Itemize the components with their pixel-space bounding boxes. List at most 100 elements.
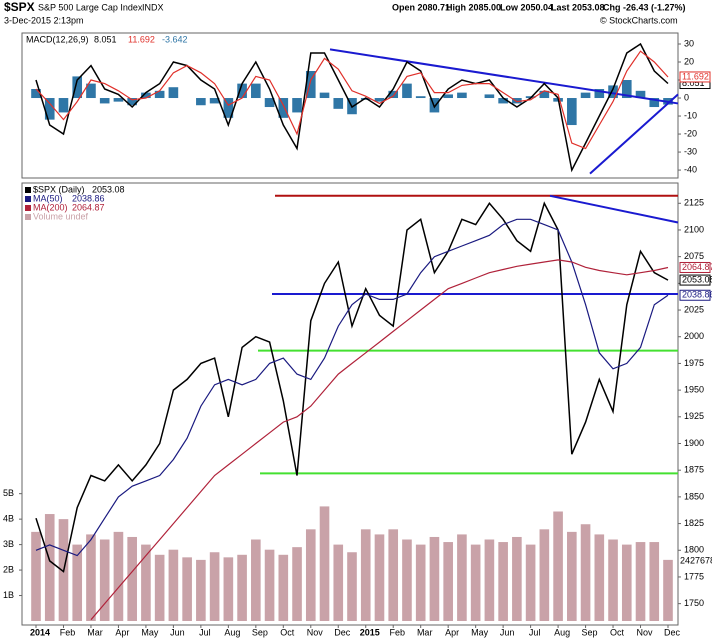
legend-swatch	[25, 214, 31, 220]
bar	[470, 544, 481, 621]
bar	[86, 534, 96, 621]
bar	[196, 559, 206, 621]
y-tick-label: -20	[684, 128, 697, 138]
legend-value: 2064.87	[72, 202, 105, 212]
x-tick-label: Jun	[170, 627, 185, 637]
last-value-label: 11.692	[682, 71, 709, 81]
bar	[360, 98, 371, 100]
date: 3-Dec-2015 2:13pm	[4, 15, 84, 25]
bar	[539, 90, 550, 99]
line-series	[35, 201, 669, 573]
bar	[141, 544, 151, 621]
exchange: INDX	[142, 2, 164, 12]
x-tick-label: 2015	[360, 627, 380, 637]
price-panel	[21, 182, 679, 626]
bar	[457, 534, 467, 621]
bar	[360, 529, 371, 621]
bar	[223, 557, 234, 621]
legend-value: 2053.08	[92, 184, 125, 194]
bar	[251, 539, 261, 621]
y2-tick-label: 2B	[3, 564, 14, 574]
bar	[415, 96, 426, 99]
x-tick-label: Dec	[664, 627, 681, 637]
bar	[443, 94, 453, 99]
bar	[580, 92, 591, 99]
macd-legend-value: 8.051	[94, 34, 117, 44]
bar	[608, 539, 618, 621]
macd-panel	[21, 32, 679, 179]
bar	[127, 98, 137, 106]
y-tick-label: 1800	[684, 545, 704, 555]
bar	[251, 83, 261, 99]
quote-field: Last 2053.08	[551, 2, 605, 12]
bar	[333, 544, 344, 621]
value-box	[679, 289, 711, 301]
y-tick-label: 1825	[684, 518, 704, 528]
bar	[196, 98, 206, 106]
y-tick-label: -10	[684, 110, 697, 120]
x-tick-label: Nov	[307, 627, 324, 637]
y-tick-label: 30	[684, 38, 694, 48]
x-tick-label: Aug	[554, 627, 570, 637]
volume-label: 2427678	[680, 555, 712, 565]
y-tick-label: 1850	[684, 491, 704, 501]
bar	[635, 542, 646, 621]
y-tick-label: 2125	[684, 198, 704, 208]
bar	[113, 98, 124, 102]
bar	[484, 539, 495, 621]
bar	[278, 98, 289, 118]
bar	[86, 83, 96, 99]
bar	[567, 531, 577, 621]
x-tick-label: Mar	[417, 627, 433, 637]
line-series	[35, 218, 669, 557]
x-tick-label: Oct	[280, 627, 295, 637]
bar	[347, 552, 357, 621]
x-tick-label: Nov	[637, 627, 654, 637]
bar	[402, 83, 412, 99]
quote-field: Chg -26.43 (-1.27%)	[603, 2, 686, 12]
last-value-label: 2038.86	[682, 290, 712, 300]
bar	[237, 554, 247, 621]
x-tick-label: Apr	[445, 627, 459, 637]
y2-tick-label: 1B	[3, 590, 14, 600]
y-tick-label: 1875	[684, 465, 704, 475]
legend-swatch	[25, 187, 31, 193]
bar	[237, 83, 247, 99]
bar	[141, 92, 151, 99]
bar	[608, 85, 618, 99]
bar	[498, 98, 508, 104]
trend-line	[549, 194, 679, 224]
bar	[168, 87, 179, 99]
y2-tick-label: 5B	[3, 488, 14, 498]
y2-tick-label: 4B	[3, 514, 14, 524]
value-box	[679, 261, 711, 273]
bar	[58, 98, 69, 113]
y-tick-label: 1900	[684, 438, 704, 448]
bar	[292, 547, 302, 621]
bar	[72, 76, 83, 99]
value-box	[679, 71, 711, 83]
index-name: S&P 500 Large Cap Index	[38, 2, 143, 12]
bar	[388, 529, 399, 621]
x-tick-label: Feb	[389, 627, 405, 637]
bar	[154, 554, 165, 621]
bar	[99, 539, 110, 621]
bar	[457, 92, 467, 99]
legend-swatch	[25, 196, 31, 202]
bar	[388, 90, 399, 99]
y-tick-label: 2075	[684, 251, 704, 261]
y-tick-label: 2100	[684, 224, 704, 234]
bar	[374, 534, 385, 621]
y-tick-label: 1925	[684, 411, 704, 421]
legend-label: $SPX (Daily)	[33, 184, 85, 194]
x-tick-label: Aug	[224, 627, 240, 637]
bar	[512, 536, 522, 621]
bar	[402, 539, 412, 621]
bar	[594, 89, 605, 99]
bar	[525, 544, 536, 621]
bar	[209, 98, 220, 104]
bar	[168, 549, 179, 621]
bar	[649, 542, 660, 621]
x-tick-label: Oct	[610, 627, 625, 637]
bar	[594, 534, 605, 621]
